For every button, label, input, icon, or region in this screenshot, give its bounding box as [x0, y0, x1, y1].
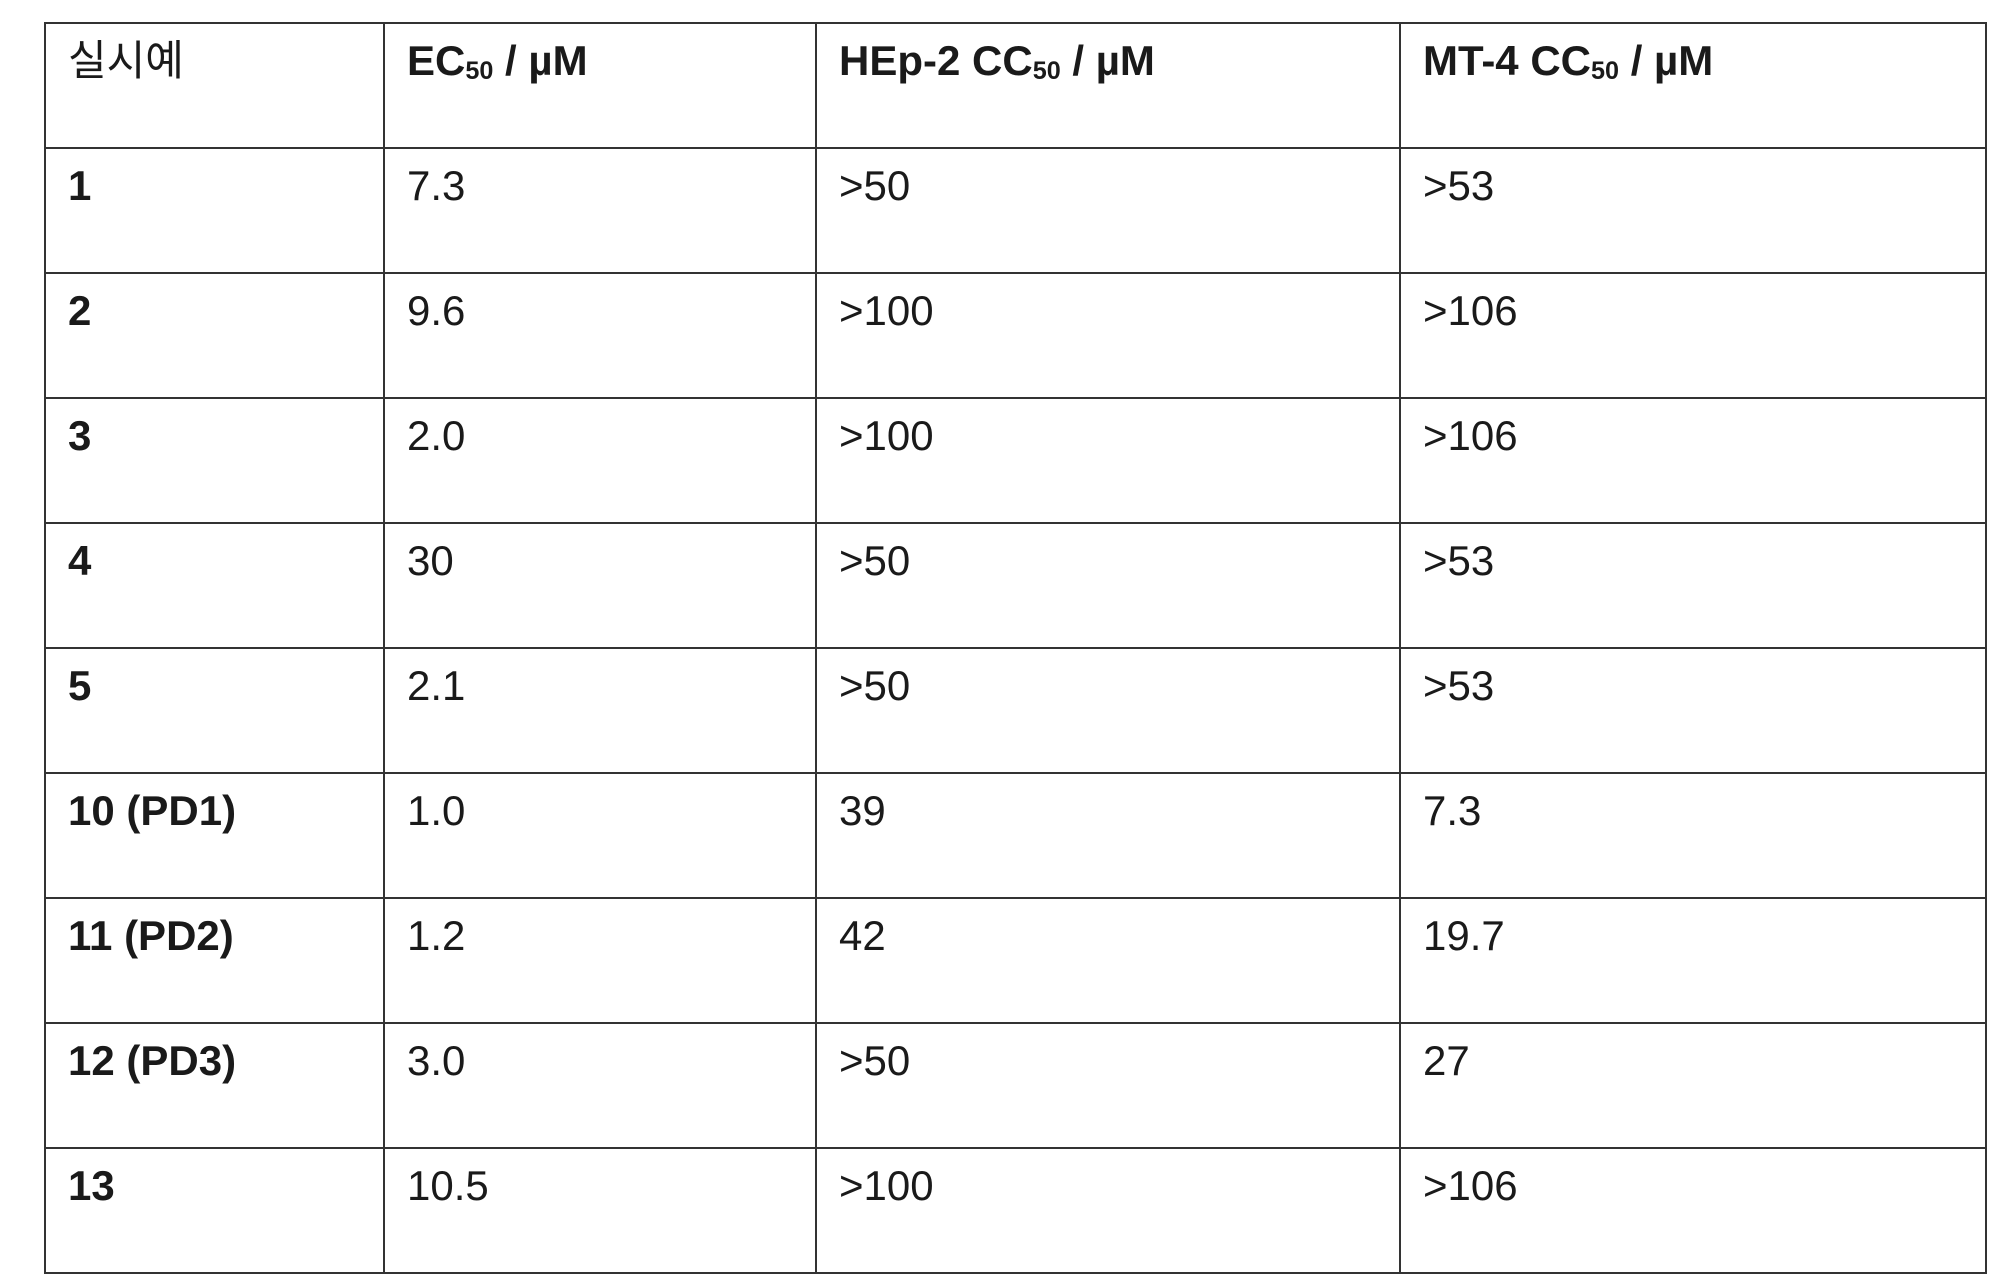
header-main: MT-4 CC	[1423, 37, 1591, 84]
value-cell: >50	[816, 1023, 1400, 1148]
example-id-cell: 12 (PD3)	[45, 1023, 384, 1148]
value-cell: >53	[1400, 148, 1986, 273]
value-cell: >50	[816, 523, 1400, 648]
value-cell: >50	[816, 648, 1400, 773]
example-id-cell: 5	[45, 648, 384, 773]
value-cell: >100	[816, 1148, 1400, 1273]
example-id-cell: 13	[45, 1148, 384, 1273]
value-cell: 3.0	[384, 1023, 816, 1148]
value-cell: >100	[816, 273, 1400, 398]
header-row: 실시예EC50 / µMHEp-2 CC50 / µMMT-4 CC50 / µ…	[45, 23, 1986, 148]
value-cell: >106	[1400, 398, 1986, 523]
column-header: EC50 / µM	[384, 23, 816, 148]
header-unit: / µM	[1619, 37, 1713, 84]
header-subscript: 50	[1033, 57, 1061, 85]
value-cell: 19.7	[1400, 898, 1986, 1023]
value-cell: 39	[816, 773, 1400, 898]
value-cell: >53	[1400, 648, 1986, 773]
header-unit: / µM	[493, 37, 587, 84]
example-id-cell: 4	[45, 523, 384, 648]
example-id-cell: 10 (PD1)	[45, 773, 384, 898]
value-cell: 1.2	[384, 898, 816, 1023]
header-subscript: 50	[465, 57, 493, 85]
value-cell: 1.0	[384, 773, 816, 898]
value-cell: >106	[1400, 273, 1986, 398]
value-cell: 30	[384, 523, 816, 648]
data-table: 실시예EC50 / µMHEp-2 CC50 / µMMT-4 CC50 / µ…	[44, 22, 1987, 1274]
value-cell: 7.3	[1400, 773, 1986, 898]
header-unit: / µM	[1061, 37, 1155, 84]
value-cell: 27	[1400, 1023, 1986, 1148]
table-row: 29.6>100>106	[45, 273, 1986, 398]
value-cell: >106	[1400, 1148, 1986, 1273]
value-cell: 42	[816, 898, 1400, 1023]
column-header: HEp-2 CC50 / µM	[816, 23, 1400, 148]
table-row: 1310.5>100>106	[45, 1148, 1986, 1273]
table-row: 32.0>100>106	[45, 398, 1986, 523]
table-row: 10 (PD1)1.0397.3	[45, 773, 1986, 898]
table-row: 17.3>50>53	[45, 148, 1986, 273]
value-cell: 9.6	[384, 273, 816, 398]
example-id-cell: 1	[45, 148, 384, 273]
example-id-cell: 11 (PD2)	[45, 898, 384, 1023]
header-main: 실시예	[68, 37, 184, 84]
table-row: 52.1>50>53	[45, 648, 1986, 773]
header-subscript: 50	[1591, 57, 1619, 85]
value-cell: >53	[1400, 523, 1986, 648]
header-main: EC	[407, 37, 465, 84]
table-row: 11 (PD2)1.24219.7	[45, 898, 1986, 1023]
value-cell: 7.3	[384, 148, 816, 273]
value-cell: >100	[816, 398, 1400, 523]
value-cell: >50	[816, 148, 1400, 273]
example-id-cell: 2	[45, 273, 384, 398]
column-header: MT-4 CC50 / µM	[1400, 23, 1986, 148]
value-cell: 2.0	[384, 398, 816, 523]
value-cell: 10.5	[384, 1148, 816, 1273]
value-cell: 2.1	[384, 648, 816, 773]
header-main: HEp-2 CC	[839, 37, 1033, 84]
table-row: 12 (PD3)3.0>5027	[45, 1023, 1986, 1148]
table-row: 430>50>53	[45, 523, 1986, 648]
column-header: 실시예	[45, 23, 384, 148]
example-id-cell: 3	[45, 398, 384, 523]
